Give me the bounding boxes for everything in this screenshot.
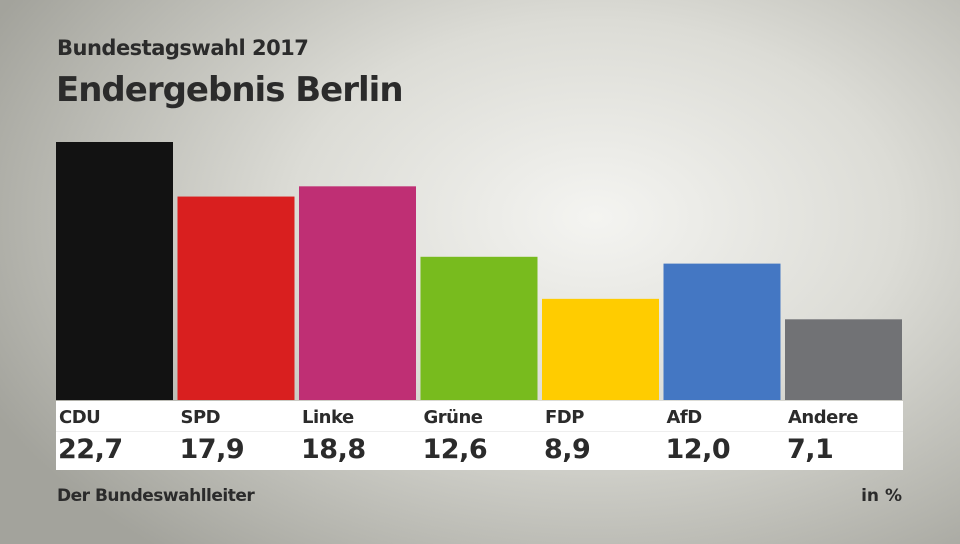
bar-fdp — [542, 298, 659, 400]
value-label: 8,9 — [544, 434, 591, 465]
value-label: 7,1 — [787, 434, 834, 465]
label-cell: SPD 17,9 — [178, 401, 295, 470]
label-cell: Grüne 12,6 — [421, 401, 538, 470]
label-cell: Linke 18,8 — [299, 401, 416, 470]
category-label: FDP — [545, 407, 584, 428]
divider — [56, 431, 903, 432]
category-label: CDU — [59, 407, 101, 428]
bar-spd — [177, 196, 295, 400]
value-label: 12,6 — [422, 434, 488, 465]
bar-grüne — [420, 256, 538, 400]
chart-title: Endergebnis Berlin — [56, 70, 404, 110]
bar-cdu — [56, 142, 173, 400]
category-label: SPD — [180, 407, 221, 428]
value-label: 12,0 — [665, 434, 731, 465]
category-label: Andere — [788, 407, 858, 428]
category-label: Grüne — [423, 407, 484, 428]
label-cell: AfD 12,0 — [664, 401, 781, 470]
bar-afd — [663, 263, 781, 400]
category-label: Linke — [302, 407, 354, 428]
value-label: 18,8 — [301, 434, 366, 465]
label-cell: CDU 22,7 — [56, 401, 173, 470]
category-label: AfD — [666, 407, 703, 428]
chart-subtitle: Bundestagswahl 2017 — [57, 36, 309, 60]
label-panel: CDU 22,7 SPD 17,9 Linke 18,8 Grüne 12,6 FDP 8,9 Af… — [56, 401, 903, 470]
bar-andere — [785, 319, 902, 400]
value-label: 22,7 — [58, 434, 123, 465]
label-cell: Andere 7,1 — [785, 401, 902, 470]
bar-linke — [299, 186, 416, 400]
label-cell: FDP 8,9 — [542, 401, 659, 470]
value-label: 17,9 — [179, 434, 245, 465]
unit-label: in % — [861, 486, 902, 506]
source-label: Der Bundeswahlleiter — [57, 486, 255, 506]
